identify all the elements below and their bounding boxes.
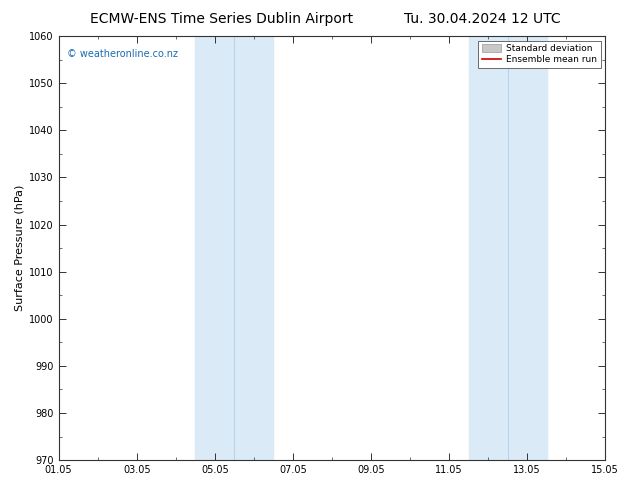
Text: Tu. 30.04.2024 12 UTC: Tu. 30.04.2024 12 UTC [403,12,560,26]
Text: ECMW-ENS Time Series Dublin Airport: ECMW-ENS Time Series Dublin Airport [90,12,354,26]
Bar [195,36,273,460]
Bar [469,36,547,460]
Text: © weatheronline.co.nz: © weatheronline.co.nz [67,49,178,59]
Y-axis label: Surface Pressure (hPa): Surface Pressure (hPa) [15,185,25,311]
Legend: Standard deviation, Ensemble mean run: Standard deviation, Ensemble mean run [478,41,600,68]
